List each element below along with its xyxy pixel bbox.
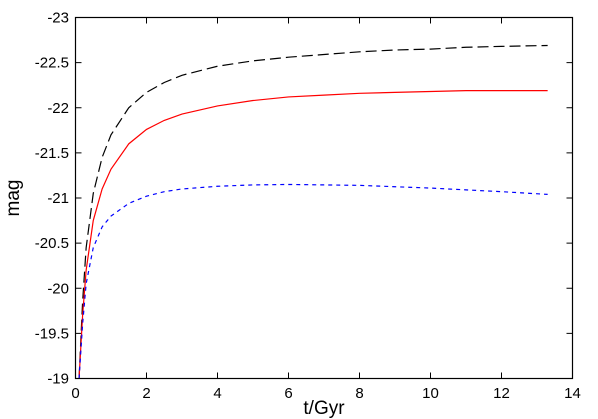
series-solid-line (78, 89, 548, 379)
y-tick-label: -20.5 (35, 235, 69, 252)
y-tick-label: -22.5 (35, 55, 69, 72)
x-tick-label: 4 (213, 385, 221, 402)
y-tick-label: -21 (47, 190, 69, 207)
y-tick-label: -19 (47, 371, 69, 388)
y-axis-title: mag (3, 180, 24, 217)
y-tick-label: -23 (47, 10, 69, 27)
x-tick-label: 8 (355, 385, 363, 402)
series-lines (78, 44, 548, 379)
x-tick-label: 12 (493, 385, 510, 402)
x-axis-title: t/Gyr (303, 398, 345, 419)
x-tick-label: 6 (284, 385, 292, 402)
x-tick-label: 0 (71, 385, 79, 402)
y-tick-label: -19.5 (35, 325, 69, 342)
x-tick-label: 14 (564, 385, 581, 402)
series-long-dash-line (78, 44, 548, 379)
plot-frame (74, 16, 574, 380)
series-short-dash-line (78, 183, 548, 379)
tick-labels: 0 2 4 6 8 10 12 14 -19 -19.5 -20 -20.5 -21 -21.5 -22 -2… (35, 10, 581, 403)
y-tick-label: -20 (47, 280, 69, 297)
y-tick-label: -22 (47, 100, 69, 117)
y-tick-label: -21.5 (35, 145, 69, 162)
axis-ticks (75, 17, 573, 379)
x-tick-label: 2 (142, 385, 150, 402)
x-tick-label: 10 (422, 385, 439, 402)
